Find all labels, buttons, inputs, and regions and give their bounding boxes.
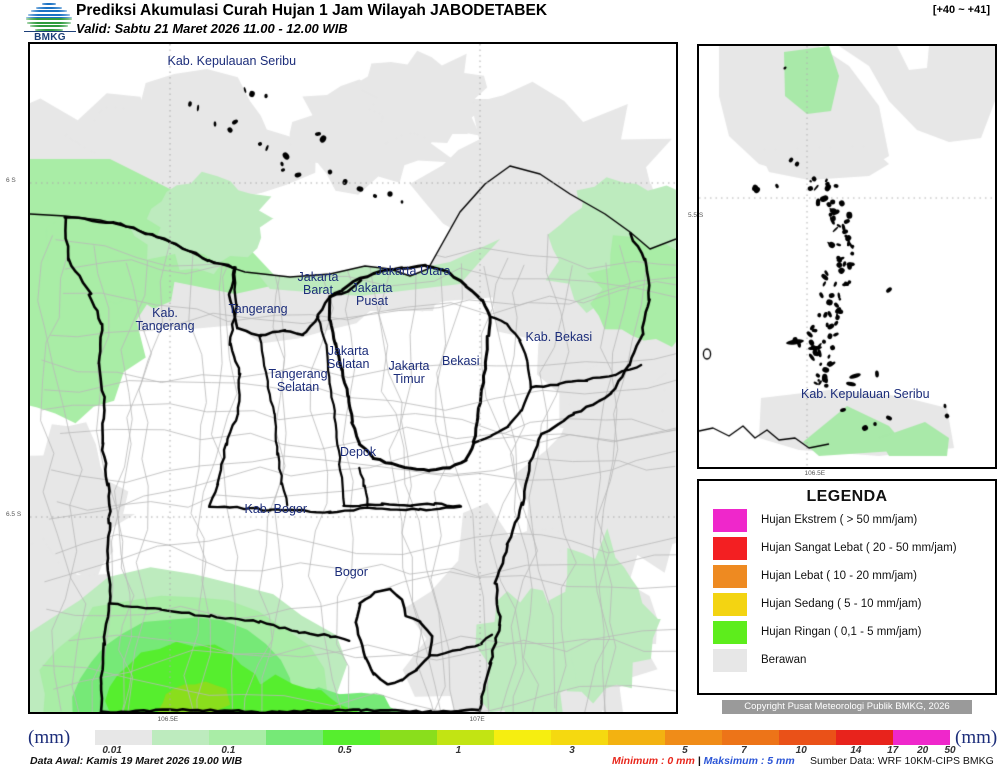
valid-time-subtitle: Valid: Sabtu 21 Maret 2026 11.00 - 12.00… [76,21,348,36]
colorbar-tick-5: 5 [682,745,688,756]
legend-item-hujan-lebat: Hujan Lebat ( 10 - 20 mm/jam) [713,562,995,590]
legend-title: LEGENDA [806,488,888,505]
legend-label-hujan-ekstrem: Hujan Ekstrem ( > 50 mm/jam) [761,514,918,526]
legend-item-hujan-sangat-lebat: Hujan Sangat Lebat ( 20 - 50 mm/jam) [713,534,995,562]
colorbar-tick-50: 50 [944,745,956,756]
data-awal-text: Data Awal: Kamis 19 Maret 2026 19.00 WIB [30,755,243,767]
main-map-canvas [30,44,676,712]
legend-item-hujan-sedang: Hujan Sedang ( 5 - 10 mm/jam) [713,590,995,618]
bmkg-logo: BMKG [22,1,76,43]
maximum-label: Maksimum : [703,755,765,767]
maximum-value: 5 mm [767,755,795,767]
colorbar-segment-2 [209,730,266,745]
legend-label-berawan: Berawan [761,654,807,666]
minmax-separator: | [697,755,701,767]
legend-label-hujan-ringan: Hujan Ringan ( 0,1 - 5 mm/jam) [761,626,922,638]
colorbar-segment-8 [551,730,608,745]
copyright-bar: Copyright Pusat Meteorologi Publik BMKG,… [722,700,972,714]
colorbar-segment-6 [437,730,494,745]
legend-swatch-berawan [713,648,747,672]
inset-map-xtick-0: 106.5E [804,470,826,477]
legend-swatch-hujan-sangat-lebat [713,536,747,560]
colorbar-segment-7 [494,730,551,745]
legend-swatch-hujan-ringan [713,620,747,644]
page-header: BMKG Prediksi Akumulasi Curah Hujan 1 Ja… [0,0,1000,43]
colorbar-tick-17: 17 [887,745,899,756]
colorbar-segment-11 [722,730,779,745]
colorbar-unit-right: (mm) [955,727,998,748]
colorbar-segment-3 [266,730,323,745]
colorbar-segment-0 [95,730,152,745]
legend-swatch-hujan-ekstrem [713,508,747,532]
colorbar-tick-1: 1 [455,745,462,756]
colorbar-tick-20: 20 [917,745,929,756]
legend-label-hujan-lebat: Hujan Lebat ( 10 - 20 mm/jam) [761,570,917,582]
page-title: Prediksi Akumulasi Curah Hujan 1 Jam Wil… [76,2,548,19]
legend-label-hujan-sedang: Hujan Sedang ( 5 - 10 mm/jam) [761,598,922,610]
legend-item-hujan-ringan: Hujan Ringan ( 0,1 - 5 mm/jam) [713,618,995,646]
legend-item-berawan: Berawan [713,646,995,674]
inset-map-region-label: Kab. Kepulauan Seribu [801,387,930,401]
colorbar-segment-14 [893,730,950,745]
colorbar [95,730,950,745]
colorbar-unit-left: (mm) [28,727,71,748]
colorbar-tick-0.5: 0.5 [337,745,352,756]
logo-blue-waves [26,3,72,18]
colorbar-segment-5 [380,730,437,745]
colorbar-tick-14: 14 [850,745,862,756]
colorbar-segment-1 [152,730,209,745]
colorbar-segment-12 [779,730,836,745]
main-map-ytick-0: 6 S [6,177,16,184]
inset-map-panel[interactable]: Kab. Kepulauan Seribu [697,44,997,469]
colorbar-tick-7: 7 [741,745,747,756]
logo-wordmark: BMKG [24,31,76,43]
inset-map-ytick-0: 5.5 S [688,212,704,219]
main-map-panel[interactable]: Kab. Kepulauan Seribu Kab. Tangerang Tange… [28,42,678,714]
min-max-readout: Minimum : 0 mm | Maksimum : 5 mm [612,755,795,767]
legend-item-hujan-ekstrem: Hujan Ekstrem ( > 50 mm/jam) [713,506,995,534]
legend-rows: Hujan Ekstrem ( > 50 mm/jam) Hujan Sangat… [699,506,995,674]
colorbar-tick-0.01: 0.01 [102,745,122,756]
forecast-hour-range: [+40 ~ +41] [932,4,990,16]
legend-label-hujan-sangat-lebat: Hujan Sangat Lebat ( 20 - 50 mm/jam) [761,542,957,554]
minimum-label: Minimum : [612,755,665,767]
main-map-xtick-1: 107E [469,716,485,723]
main-map-ytick-1: 6.5 S [6,511,22,518]
colorbar-segment-4 [323,730,380,745]
colorbar-tick-0.1: 0.1 [221,745,236,756]
legend-swatch-hujan-lebat [713,564,747,588]
main-map-xtick-0: 106.5E [157,716,179,723]
minimum-value: 0 mm [667,755,695,767]
legend-swatch-hujan-sedang [713,592,747,616]
source-text: Sumber Data: WRF 10KM-CIPS BMKG [810,755,994,767]
colorbar-tick-labels: 0.01 0.1 0.5 1 3 5 7 10 14 17 20 50 [95,745,955,758]
colorbar-segment-10 [665,730,722,745]
colorbar-tick-3: 3 [569,745,575,756]
colorbar-segment-9 [608,730,665,745]
inset-map-canvas [699,46,995,467]
legend-panel: LEGENDA Hujan Ekstrem ( > 50 mm/jam) Huja… [697,479,997,695]
logo-green-waves [26,18,72,32]
colorbar-tick-10: 10 [795,745,807,756]
colorbar-segment-13 [836,730,893,745]
